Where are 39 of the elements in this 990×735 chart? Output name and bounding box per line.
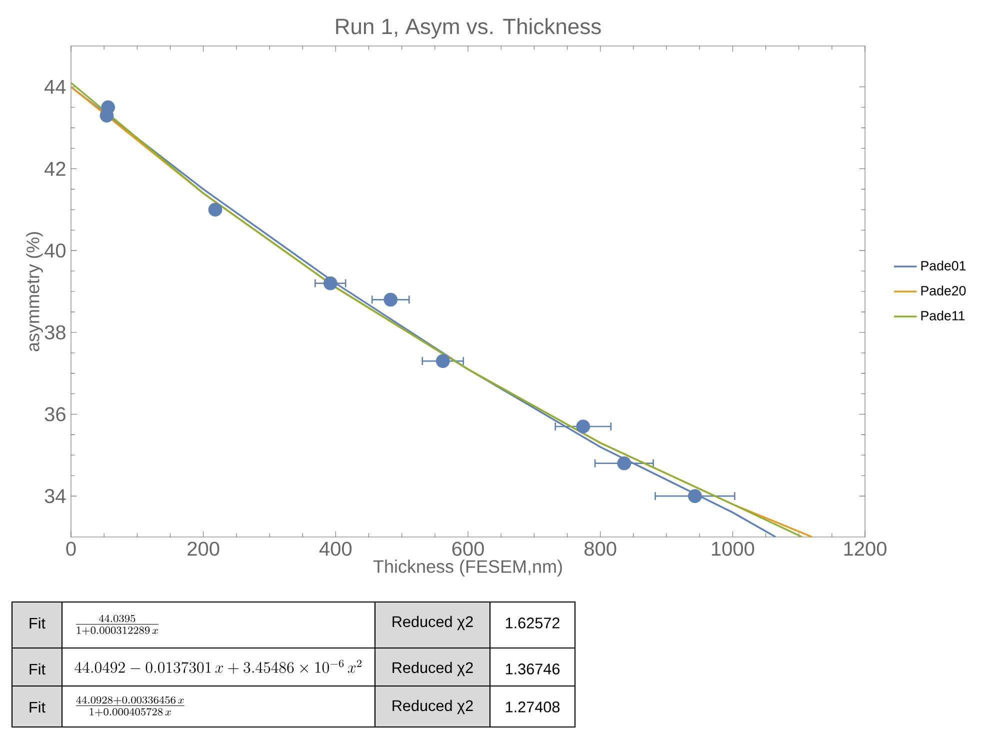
text: 1.62572 — [506, 618, 560, 628]
text: $44.0492-0.0137301\,x+3.45486\times10^{-6}\,x^{2}$ — [74, 660, 362, 674]
point — [384, 292, 398, 307]
text: Fit — [30, 617, 46, 629]
x-tick-label: 0 — [66, 542, 76, 556]
x-tick-label: 400 — [319, 542, 352, 556]
point — [576, 420, 590, 434]
y-tick-label: 36 — [44, 407, 66, 422]
text: $\frac{44.0395}{1+0.000312289\,x}$ — [76, 614, 158, 635]
text: Reduced χ2 — [392, 700, 473, 714]
point — [436, 354, 450, 368]
x-axis-title: Thickness (FESEM,nm) — [373, 560, 562, 576]
y-tick-label: 42 — [44, 162, 66, 176]
x-tick-label: 1000 — [712, 542, 754, 556]
y-tick-label: 40 — [44, 243, 66, 258]
x-tick-label: 1200 — [844, 542, 886, 556]
text: Reduced χ2 — [392, 662, 473, 676]
chart-title: Run 1, Asym vs. Thickness — [336, 18, 601, 39]
y-tick-label: 34 — [44, 488, 66, 504]
point — [323, 276, 338, 290]
text: Fit — [30, 663, 46, 675]
y-axis-title: asymmetry (%) — [26, 232, 43, 352]
point — [617, 456, 632, 470]
text: $\frac{44.0928+0.00336456\,x}{1+0.000405728\,x}$ — [76, 696, 184, 716]
x-tick-label: 200 — [188, 542, 220, 556]
text: Fit — [30, 701, 46, 713]
legend-label: Pade11 — [921, 310, 965, 320]
text: 1.36746 — [506, 664, 560, 674]
text: Reduced χ2 — [392, 616, 473, 630]
point — [101, 100, 115, 114]
y-tick-label: 44 — [44, 80, 66, 94]
x-tick-label: 600 — [452, 542, 484, 556]
legend-label: Pade01 — [921, 260, 966, 270]
point — [688, 489, 702, 504]
text: 1.27408 — [506, 702, 560, 712]
x-tick-label: 800 — [584, 542, 616, 556]
legend-label: Pade20 — [921, 286, 966, 296]
y-tick-label: 38 — [44, 325, 66, 340]
point — [208, 202, 222, 217]
